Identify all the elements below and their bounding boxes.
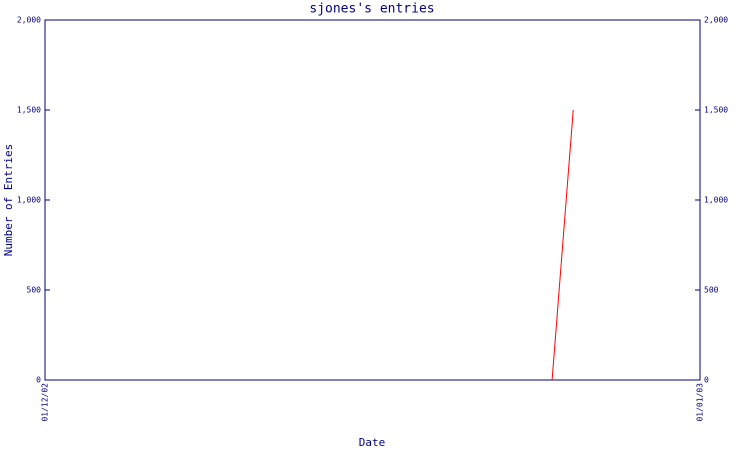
x-axis-label: Date — [359, 436, 386, 449]
y-axis-label: Number of Entries — [2, 144, 15, 257]
plot-frame — [44, 19, 701, 381]
x-tick-label: 01/12/02 — [41, 383, 50, 422]
y2-tick-label: 500 — [704, 286, 719, 295]
y-tick-label: 1,000 — [17, 196, 41, 205]
chart-title: sjones's entries — [309, 2, 434, 17]
y-tick-label: 500 — [27, 286, 42, 295]
y-tick-label: 0 — [36, 376, 41, 385]
data-line — [551, 109, 574, 381]
x-tick-label: 01/01/03 — [696, 383, 705, 422]
y2-tick-label: 1,000 — [704, 196, 728, 205]
y-tick-label: 2,000 — [17, 16, 41, 25]
y2-tick-label: 0 — [704, 376, 709, 385]
y2-tick-label: 2,000 — [704, 16, 728, 25]
y-tick-label: 1,500 — [17, 106, 41, 115]
y2-tick-label: 1,500 — [704, 106, 728, 115]
